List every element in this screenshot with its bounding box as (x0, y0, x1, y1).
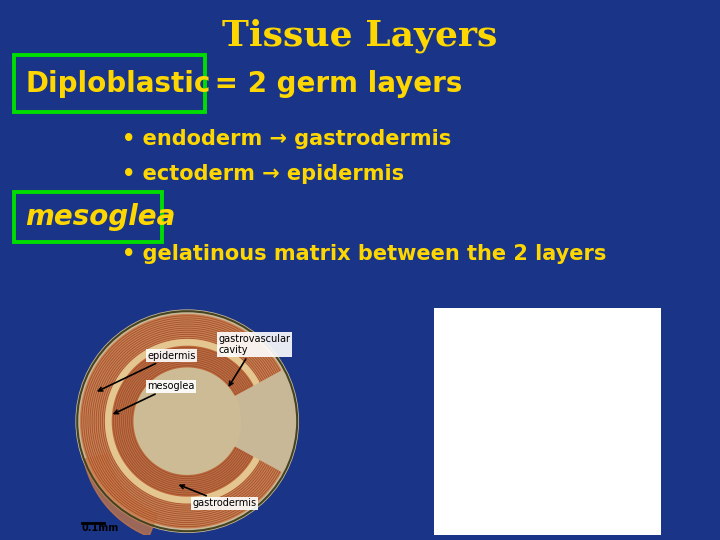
Circle shape (529, 16, 533, 20)
Circle shape (585, 181, 595, 192)
Text: • endoderm → gastrodermis: • endoderm → gastrodermis (122, 129, 451, 149)
Circle shape (644, 124, 647, 128)
Circle shape (519, 4, 532, 17)
Circle shape (596, 71, 600, 75)
Circle shape (514, 8, 518, 12)
Polygon shape (498, 0, 695, 287)
Text: mesoglea: mesoglea (25, 203, 176, 231)
Circle shape (670, 270, 673, 274)
Circle shape (520, 91, 530, 100)
Circle shape (673, 208, 677, 212)
Circle shape (665, 210, 668, 213)
Polygon shape (106, 340, 259, 503)
Circle shape (678, 253, 681, 256)
Text: gastrovascular
cavity: gastrovascular cavity (219, 334, 291, 386)
Polygon shape (81, 315, 281, 528)
Circle shape (654, 168, 657, 171)
Circle shape (667, 182, 670, 185)
Polygon shape (112, 346, 253, 496)
Circle shape (630, 100, 634, 104)
Circle shape (564, 41, 568, 45)
Circle shape (659, 184, 662, 187)
Circle shape (623, 105, 626, 109)
Circle shape (589, 57, 602, 70)
Circle shape (620, 86, 624, 90)
Circle shape (518, 1, 521, 4)
Text: = 2 germ layers: = 2 germ layers (205, 70, 462, 98)
Polygon shape (84, 455, 158, 537)
Circle shape (613, 91, 617, 95)
Circle shape (556, 28, 569, 40)
Circle shape (488, 69, 498, 79)
Circle shape (546, 117, 557, 127)
Text: mesoglea: mesoglea (114, 381, 195, 414)
Polygon shape (492, 18, 656, 284)
Circle shape (666, 213, 678, 226)
Circle shape (585, 59, 588, 62)
Text: Diploblastic: Diploblastic (25, 70, 210, 98)
Circle shape (652, 140, 655, 144)
Circle shape (656, 170, 668, 183)
Text: gastrodermis: gastrodermis (180, 485, 257, 508)
Circle shape (667, 227, 671, 230)
Text: Tissue Layers: Tissue Layers (222, 19, 498, 53)
Circle shape (599, 256, 609, 266)
Circle shape (569, 147, 579, 158)
Circle shape (636, 128, 640, 132)
Circle shape (556, 24, 559, 28)
Circle shape (603, 65, 606, 69)
Text: epidermis: epidermis (99, 351, 196, 391)
Text: • gelatinous matrix between the 2 layers: • gelatinous matrix between the 2 layers (122, 244, 607, 264)
Text: 0.1mm: 0.1mm (82, 523, 119, 533)
Circle shape (669, 257, 682, 269)
Circle shape (134, 368, 240, 475)
Circle shape (639, 129, 652, 142)
Circle shape (595, 218, 606, 228)
Circle shape (552, 31, 555, 35)
Circle shape (678, 270, 681, 274)
Circle shape (644, 143, 647, 147)
Circle shape (76, 310, 298, 532)
Text: • ectoderm → epidermis: • ectoderm → epidermis (122, 164, 405, 184)
Circle shape (675, 226, 679, 230)
Circle shape (533, 9, 537, 13)
Circle shape (570, 35, 574, 38)
Circle shape (590, 53, 594, 56)
Circle shape (670, 253, 673, 256)
Polygon shape (467, 45, 626, 281)
Circle shape (662, 165, 665, 169)
Circle shape (617, 91, 630, 104)
